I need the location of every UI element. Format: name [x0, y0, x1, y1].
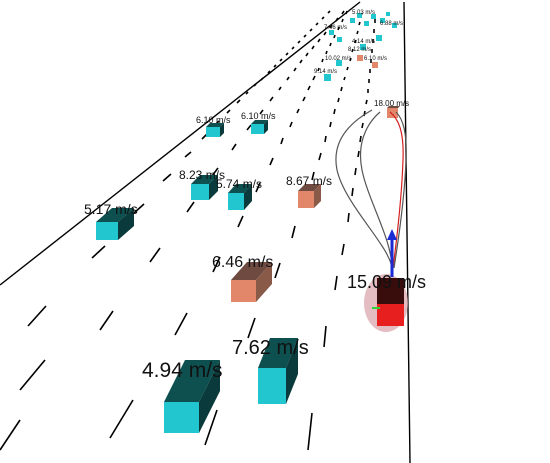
speed-label: 7.62 m/s — [232, 337, 309, 359]
road-boundary-right — [403, 1, 411, 463]
vehicle-near-left — [164, 360, 220, 433]
speed-label: 4.94 m/s — [142, 359, 223, 382]
vehicle-far-orange — [387, 106, 400, 118]
distant-speed-labels: 9.14 m/s 10.02 m/s 6.10 m/s 8.12 m/s 4.1… — [314, 10, 403, 75]
vehicle-far-b — [251, 120, 268, 134]
speed-label: 8.67 m/s — [286, 174, 332, 188]
speed-label: 6.88 m/s — [380, 21, 403, 27]
vehicle-right-orange — [298, 184, 321, 208]
vehicle-center-a — [191, 175, 218, 200]
speed-label: 4.14 m/s — [352, 39, 375, 45]
vehicle-mid-orange — [231, 262, 272, 302]
speed-label: 6.10 m/s — [364, 56, 387, 62]
ego-vehicle-icon — [364, 229, 408, 332]
vehicle-left — [96, 208, 134, 240]
speed-label: 6.10 m/s — [241, 111, 276, 121]
speed-label: 6.10 m/s — [196, 115, 231, 125]
distant-vehicles — [324, 12, 397, 81]
speed-label: 5.74 m/s — [216, 177, 262, 191]
speed-label: 8.12 m/s — [348, 47, 371, 53]
road-boundary-left — [0, 1, 361, 286]
speed-label: 5.03 m/s — [352, 10, 375, 16]
vehicle-far-a — [206, 123, 224, 137]
speed-label: 5.17 m/s — [84, 201, 138, 217]
speed-label: 6.46 m/s — [212, 254, 273, 271]
speed-label: 7.46 m/s — [324, 25, 347, 31]
vehicle-near-mid — [258, 338, 298, 404]
speed-label: 18.00 m/s — [374, 99, 409, 108]
vehicle-center-b — [228, 184, 252, 210]
planned-trajectories — [335, 109, 407, 269]
speed-label: 10.02 m/s — [325, 56, 351, 62]
ego-speed-label: 15.09 m/s — [347, 272, 426, 292]
speed-label: 9.14 m/s — [314, 69, 337, 75]
speed-label: 8.23 m/s — [179, 168, 225, 182]
